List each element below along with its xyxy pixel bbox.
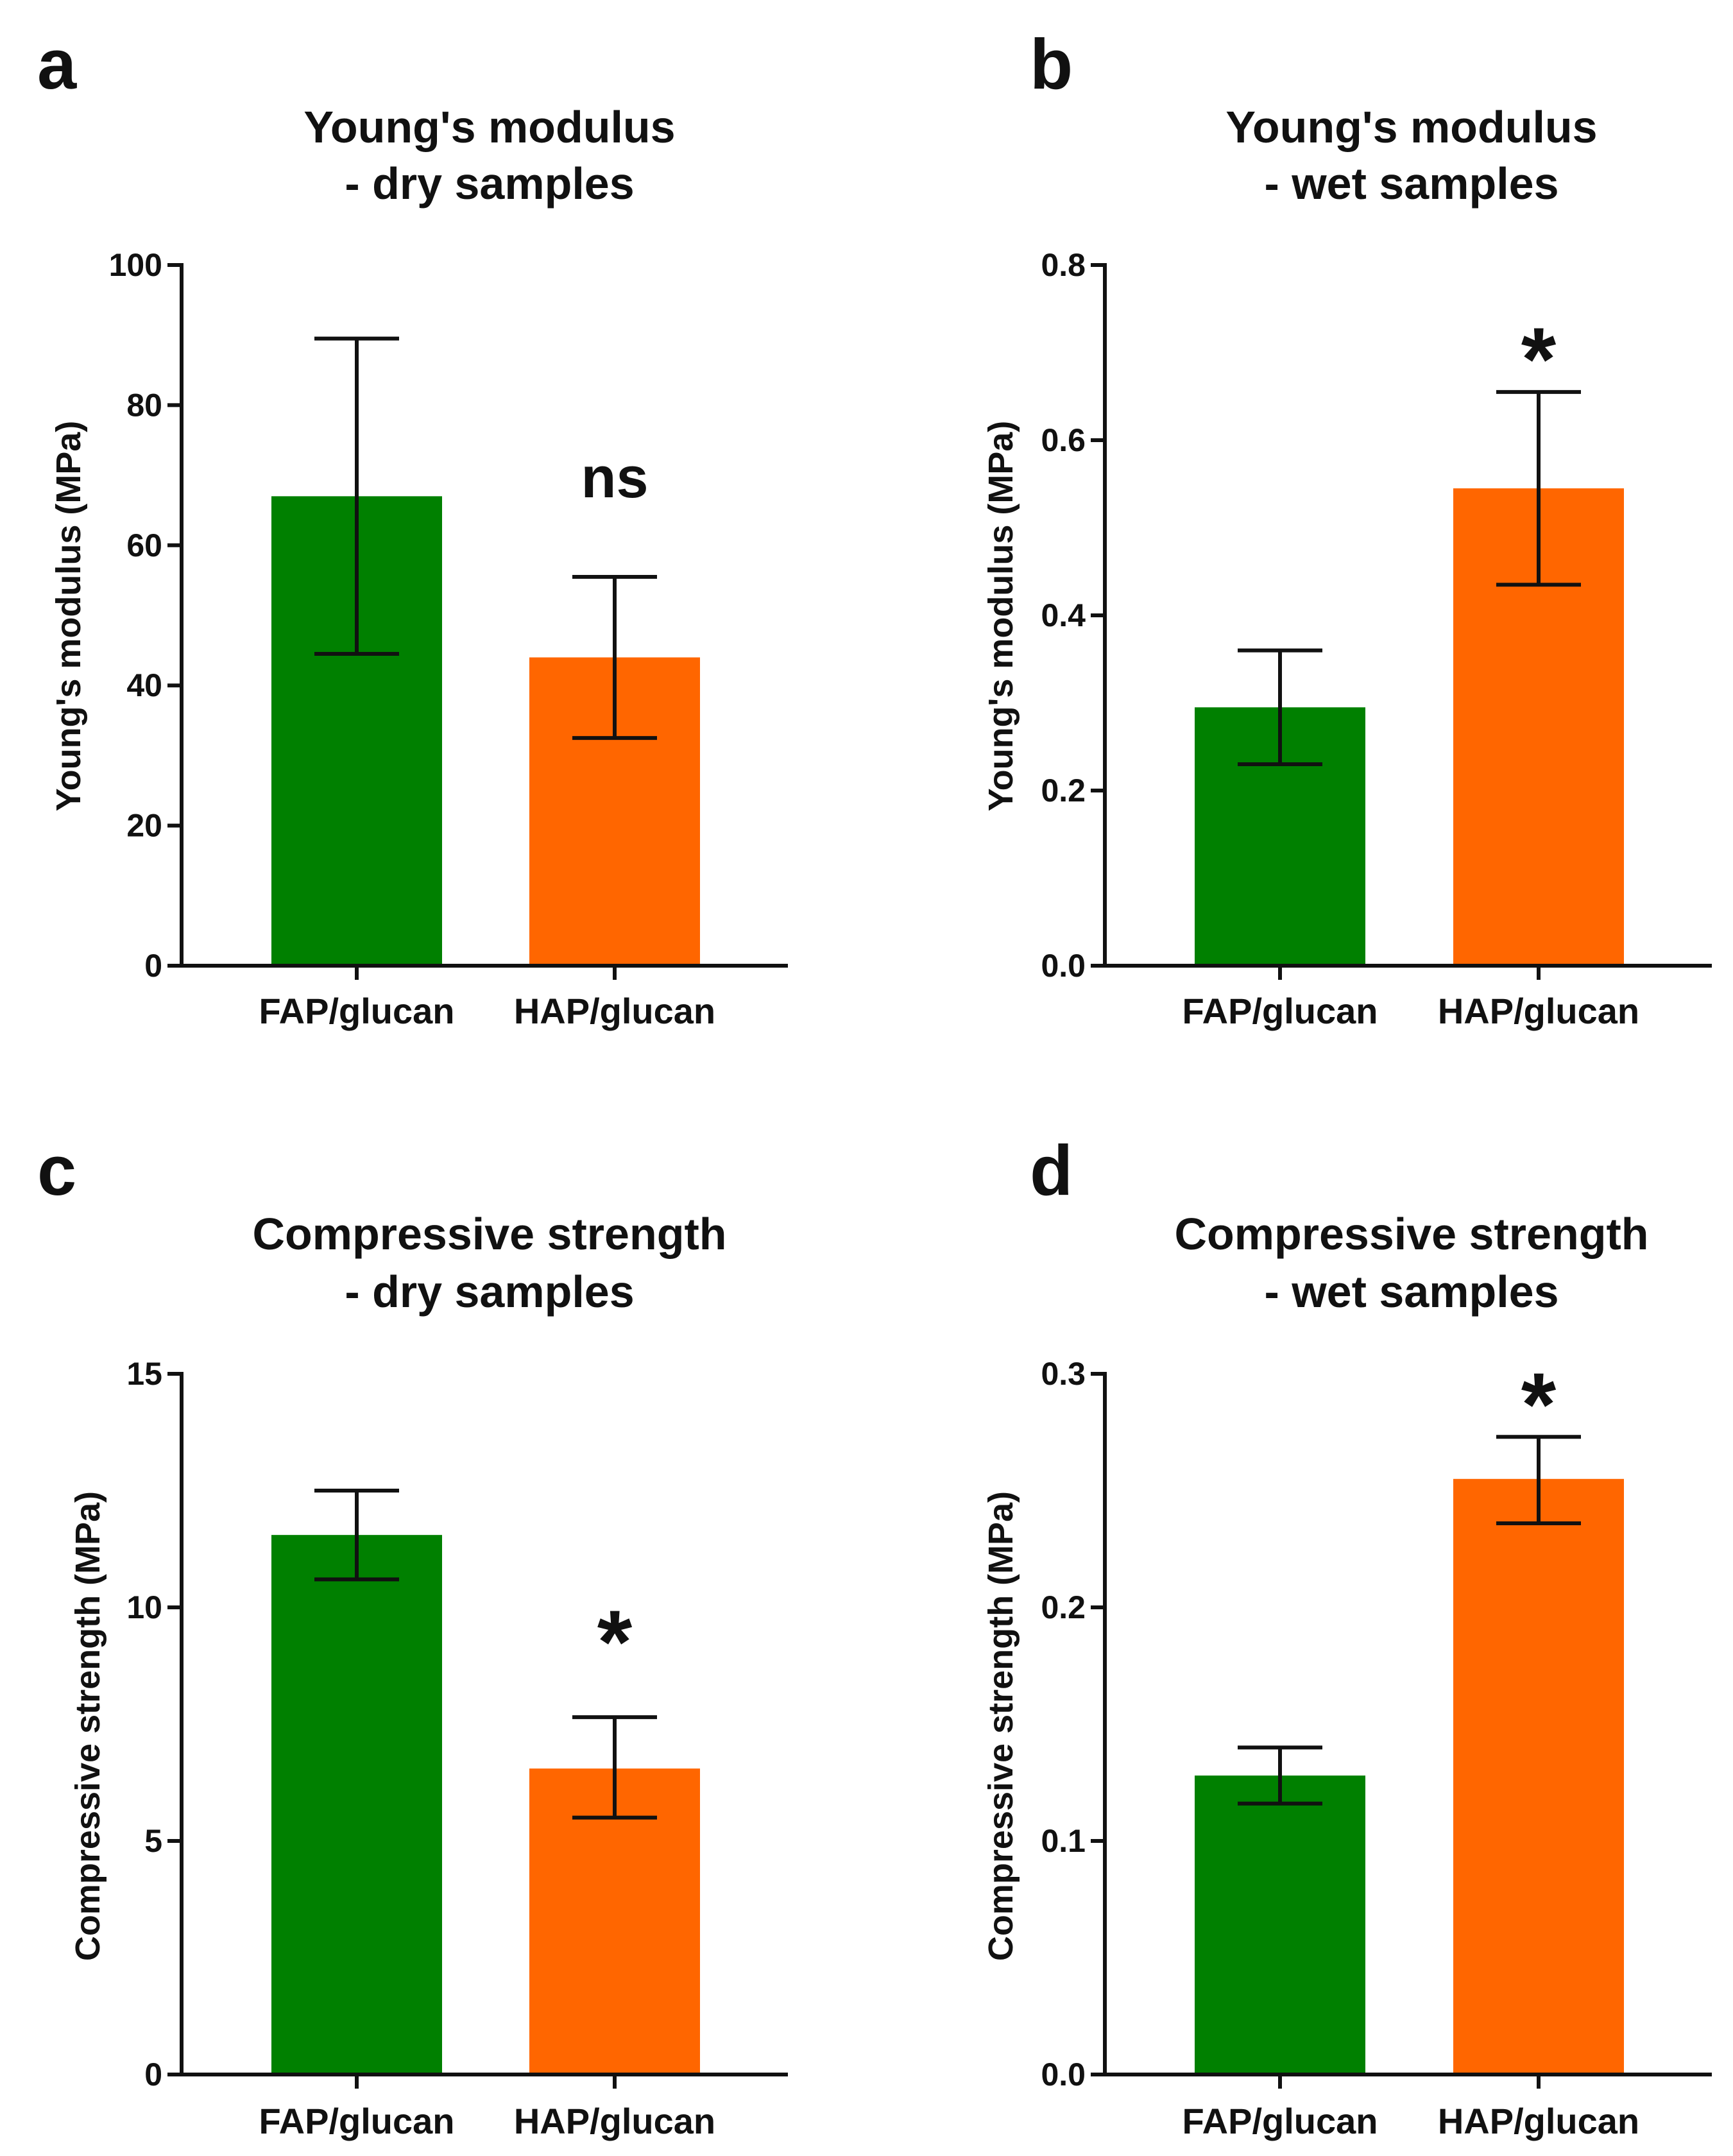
error-bar-fap-glucan [1238,648,1322,767]
y-tick-label: 0.6 [1041,422,1086,458]
error-bar-fap-glucan [314,1489,399,1582]
error-bar-hap-glucan [572,1715,657,1820]
y-tick-label: 0.0 [1041,2057,1086,2092]
bar-fap-glucan [271,1535,442,2075]
bar-hap-glucan [529,1768,700,2075]
category-label-fap: FAP/glucan [1182,2101,1378,2141]
category-label-hap: HAP/glucan [514,2101,715,2141]
chart-title-line-1: Young's modulus [1225,102,1597,152]
y-axis-label: Young's modulus (MPa) [982,421,1020,812]
chart-title-line-1: Compressive strength [252,1209,726,1259]
significance-label: ns [581,446,648,510]
chart-panel-d: d Compressive strength - wet samples Com… [982,1131,1712,2141]
y-tick-label: 60 [126,527,162,563]
panel-letter: c [37,1131,76,1210]
chart-panel-b: b Young's modulus - wet samples Young's … [982,25,1712,1031]
y-tick-label: 0.1 [1041,1823,1086,1859]
chart-title-line-2: - dry samples [345,1267,634,1317]
error-bar-hap-glucan [572,574,657,740]
error-bar-hap-glucan [1496,389,1581,587]
error-bar-fap-glucan [1238,1745,1322,1806]
category-label-hap: HAP/glucan [514,991,715,1031]
chart-title-line-1: Compressive strength [1174,1209,1648,1259]
y-tick-label: 10 [126,1589,162,1625]
bar-hap-glucan [1453,1478,1624,2075]
y-tick-label: 0 [144,2057,162,2092]
category-label-fap: FAP/glucan [259,2101,455,2141]
y-tick-label: 0.8 [1041,247,1086,283]
y-tick-label: 100 [109,247,162,283]
category-label-hap: HAP/glucan [1438,991,1639,1031]
chart-title-line-2: - dry samples [345,158,634,209]
panel-letter: d [1030,1131,1073,1210]
error-bar-fap-glucan [314,336,399,656]
y-tick-label: 5 [144,1823,162,1859]
y-tick-label: 80 [126,387,162,423]
y-tick-label: 15 [126,1356,162,1392]
y-axis-label: Compressive strength (MPa) [69,1491,107,1961]
y-axis-label: Compressive strength (MPa) [982,1491,1020,1961]
error-bar-hap-glucan [1496,1435,1581,1525]
bar-fap-glucan [1195,1775,1365,2075]
y-tick-label: 20 [126,808,162,844]
panel-letter: b [1030,25,1073,104]
y-tick-label: 40 [126,667,162,703]
category-label-hap: HAP/glucan [1438,2101,1639,2141]
chart-title-line-1: Young's modulus [303,102,675,152]
significance-asterisk: * [597,1591,633,1692]
panel-letter: a [37,25,77,104]
y-tick-label: 0.0 [1041,948,1086,984]
category-label-fap: FAP/glucan [259,991,455,1031]
y-tick-label: 0.3 [1041,1356,1086,1392]
chart-title-line-2: - wet samples [1264,1267,1558,1317]
chart-title-line-2: - wet samples [1264,158,1558,209]
chart-panel-c: c Compressive strength - dry samples Com… [37,1131,788,2141]
category-label-fap: FAP/glucan [1182,991,1378,1031]
y-tick-label: 0 [144,948,162,984]
y-tick-label: 0.4 [1041,597,1086,633]
y-axis-label: Young's modulus (MPa) [49,421,88,812]
y-tick-label: 0.2 [1041,1589,1086,1625]
y-tick-label: 0.2 [1041,773,1086,809]
chart-panel-a: a Young's modulus - dry samples Young's … [37,25,788,1031]
